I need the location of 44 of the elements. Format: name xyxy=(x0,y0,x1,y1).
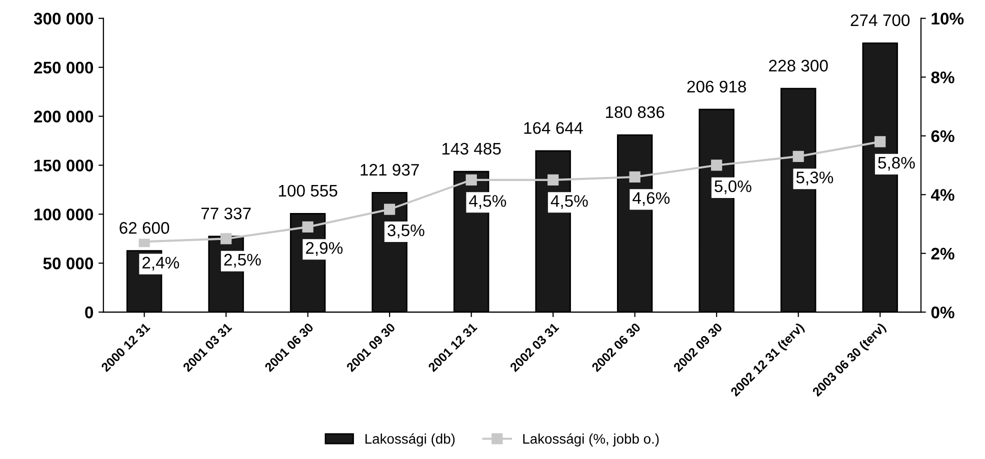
data-label: 164 644 xyxy=(524,122,583,134)
data-label: 121 937 xyxy=(360,164,419,176)
y-tick-label: 300 000 xyxy=(34,12,94,25)
point xyxy=(466,174,477,186)
data-label: 274 700 xyxy=(850,14,910,26)
y-tick-label: 50 000 xyxy=(43,258,94,270)
y-tick-label: 250 000 xyxy=(34,62,94,74)
data-label: 4,6% xyxy=(632,192,670,206)
legend-label: Lakossági (%, jobb o.) xyxy=(523,433,659,446)
data-label: 206 918 xyxy=(687,80,746,93)
y2-tick-label: 2% xyxy=(931,248,954,260)
data-label: 2,4% xyxy=(142,256,180,271)
y-tick-label: 100 000 xyxy=(34,208,94,220)
legend-label: Lakossági (db) xyxy=(366,433,455,446)
data-label: 143 485 xyxy=(442,142,501,155)
point xyxy=(792,150,804,162)
data-label: 180 836 xyxy=(606,106,664,118)
data-label: 4,5% xyxy=(550,195,588,209)
data-label: 62 600 xyxy=(120,222,170,234)
data-label: 5,0% xyxy=(714,180,752,194)
point xyxy=(874,136,886,148)
point xyxy=(302,221,314,232)
y2-tick-label: 0% xyxy=(931,306,954,318)
point xyxy=(220,233,232,244)
point xyxy=(629,171,640,183)
data-label: 3,5% xyxy=(388,224,424,238)
data-label: 2,5% xyxy=(224,254,261,268)
point xyxy=(384,204,396,215)
y2-tick-label: 10% xyxy=(932,12,964,25)
point xyxy=(548,174,559,186)
y-tick-label: 200 000 xyxy=(34,110,94,122)
data-label: 5,8% xyxy=(878,156,915,171)
data-label: 2,9% xyxy=(306,242,343,256)
y-tick-label: 0 xyxy=(85,306,94,318)
point xyxy=(711,160,722,171)
data-label: 77 337 xyxy=(201,208,251,220)
y-tick-label: 150 000 xyxy=(34,160,94,172)
data-label: 5,3% xyxy=(796,172,834,186)
data-label: 228 300 xyxy=(769,60,828,72)
y2-tick-label: 8% xyxy=(931,72,954,84)
data-label: 100 555 xyxy=(278,184,338,197)
y2-tick-label: 4% xyxy=(930,189,954,201)
data-label: 4,5% xyxy=(469,195,506,209)
y2-tick-label: 6% xyxy=(931,130,954,142)
